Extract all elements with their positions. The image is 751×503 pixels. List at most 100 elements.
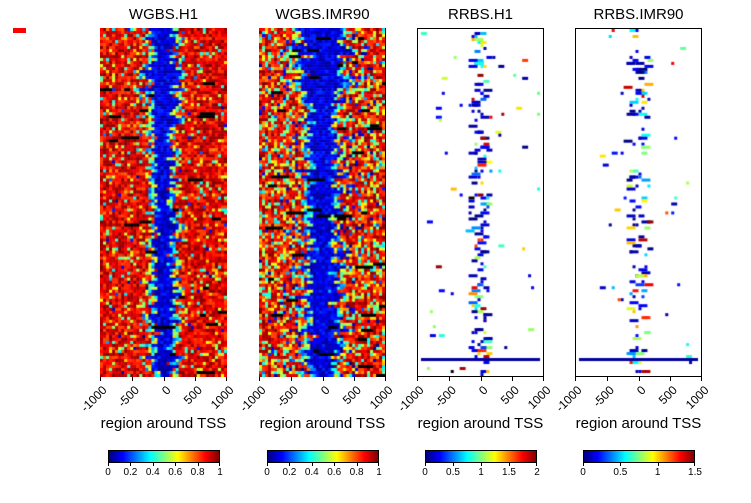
x-tick-label: 1000 [208,383,237,412]
panel-rrbs-h1: RRBS.H1 -1000 -500 0 500 1000 region around … [395,0,554,503]
colorbar-tick-mark [197,463,199,466]
colorbar-tick-label: 0 [264,467,270,478]
x-tick-label: -1000 [395,383,427,415]
colorbar-tick-mark [289,463,291,466]
colorbar-tick-label: 0.8 [190,467,205,478]
heatmap-box [100,28,227,377]
colorbar-tick-mark [356,463,358,466]
colorbar-tick-label: 1.5 [688,467,702,478]
x-axis-label: region around TSS [100,415,227,432]
colorbar-tick-label: 0.6 [168,467,183,478]
heatmap-canvas [100,28,227,377]
x-tick-mark [670,377,672,381]
heatmap-box [417,28,544,377]
x-tick-label: 0 [158,383,174,398]
x-tick-mark [100,377,101,381]
colorbar-tick-label: 1.5 [502,467,516,478]
x-tick-mark [575,377,576,381]
x-tick-mark [543,377,544,381]
x-tick-mark [638,377,640,381]
x-tick-mark [163,377,165,381]
colorbar-tick-label: 0 [580,467,586,478]
colorbar-tick-mark [334,463,336,466]
colorbar-tick-mark [219,463,220,466]
x-tick-label: 0 [317,383,333,398]
x-tick-mark [195,377,197,381]
colorbar-ticks: 0 0.2 0.4 0.6 0.8 1 [105,463,223,483]
heatmap-canvas [576,29,701,376]
x-tick-mark [606,377,608,381]
x-tick-mark [417,377,418,381]
colorbar-tick-label: 0.2 [282,467,297,478]
x-tick-mark [448,377,450,381]
colorbar-tick-label: 1 [376,467,382,478]
panel-title: RRBS.IMR90 [593,6,684,23]
colorbar-legend: 0 0.2 0.4 0.6 0.8 1 [105,450,223,484]
colorbar-tick-label: 1 [478,467,484,478]
x-axis-ticks: -1000 -500 0 500 1000 [395,377,554,421]
colorbar-tick-mark [509,463,510,466]
colorbar [583,450,695,463]
x-axis-ticks: -1000 -500 0 500 1000 [78,377,237,421]
x-tick-mark [512,377,514,381]
x-tick-mark [290,377,292,381]
heatmap-canvas [418,29,543,376]
x-tick-mark [480,377,482,381]
panel-title: RRBS.H1 [447,6,514,23]
x-tick-label: 500 [498,383,523,408]
x-tick-label: 500 [340,383,365,408]
x-axis-label: region around TSS [417,415,544,432]
colorbar-ticks: 0 0.2 0.4 0.6 0.8 1 [264,463,382,483]
x-tick-label: -500 [273,383,301,410]
x-tick-mark [322,377,324,381]
colorbar-tick-mark [536,463,537,466]
panel-wgbs-imr90: WGBS.IMR90 -1000 -500 0 500 1000 region arou… [237,0,396,503]
colorbar-tick-mark [620,463,622,466]
x-tick-label: 500 [181,383,206,408]
x-tick-mark [354,377,356,381]
x-tick-mark [226,377,227,381]
colorbar-tick-mark [130,463,132,466]
x-tick-mark [385,377,386,381]
colorbar-tick-label: 0.5 [446,467,460,478]
x-tick-label: 1000 [525,383,554,412]
x-tick-label: -1000 [553,383,585,415]
panel-title: WGBS.H1 [128,6,199,23]
colorbar [267,450,379,463]
x-tick-label: -500 [431,383,459,410]
colorbar-ticks: 0 0.5 1 1.5 2 [422,463,540,483]
x-tick-label: 500 [656,383,681,408]
colorbar-tick-mark [108,463,109,466]
x-tick-label: 1000 [367,383,396,412]
colorbar-legend: 0 0.5 1 1.5 2 [422,450,540,484]
colorbar-legend: 0 0.5 1 1.5 [580,450,702,484]
colorbar-tick-label: 0.2 [123,467,138,478]
colorbar-tick-mark [311,463,313,466]
x-tick-label: -500 [589,383,617,410]
x-axis-label: region around TSS [259,415,386,432]
colorbar-tick-mark [481,463,482,466]
x-axis-ticks: -1000 -500 0 500 1000 [553,377,712,421]
colorbar [108,450,220,463]
panel-rrbs-imr90: RRBS.IMR90 -1000 -500 0 500 1000 region arou… [553,0,712,503]
x-axis-label: region around TSS [575,415,702,432]
colorbar-tick-label: 2 [534,467,540,478]
colorbar [425,450,537,463]
colorbar-tick-mark [378,463,379,466]
x-tick-label: -1000 [78,383,110,415]
colorbar-tick-mark [657,463,659,466]
x-tick-mark [701,377,702,381]
heatmap-box [575,28,702,377]
x-tick-mark [131,377,133,381]
colorbar-legend: 0 0.2 0.4 0.6 0.8 1 [264,450,382,484]
colorbar-tick-label: 0.5 [613,467,628,478]
x-tick-mark [259,377,260,381]
colorbar-tick-label: 1 [654,467,661,478]
colorbar-tick-mark [453,463,454,466]
x-tick-label: 0 [475,383,491,398]
colorbar-tick-label: 0.8 [349,467,364,478]
panel-title: WGBS.IMR90 [275,6,370,23]
colorbar-tick-label: 0 [422,467,428,478]
x-tick-label: -1000 [237,383,269,415]
row-annotation-mark [13,28,26,33]
